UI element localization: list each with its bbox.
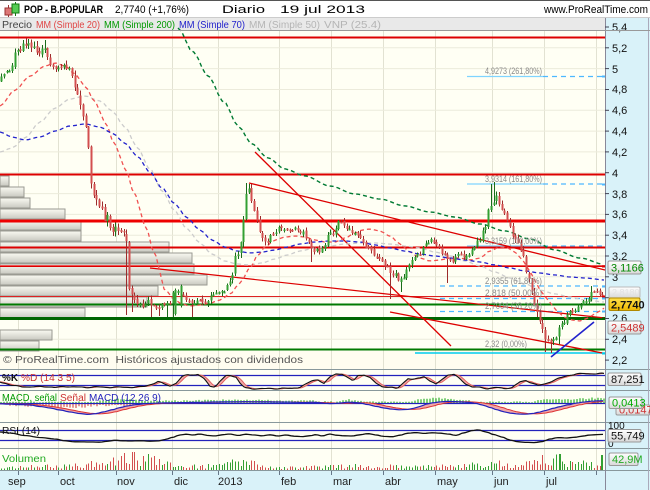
- svg-text:POP - B.POPULAR: POP - B.POPULAR: [24, 4, 103, 16]
- svg-text:19 jul 2013: 19 jul 2013: [280, 4, 365, 16]
- svg-text:3,2: 3,2: [612, 251, 627, 263]
- svg-text:sep: sep: [8, 476, 26, 488]
- svg-text:© ProRealTime.com Históricos: © ProRealTime.com Históricos ajustados c…: [3, 354, 303, 366]
- svg-text:abr: abr: [385, 476, 401, 488]
- svg-text:MM (Simple 20): MM (Simple 20): [36, 20, 100, 31]
- svg-text:Diario: Diario: [222, 4, 265, 16]
- svg-text:mar: mar: [333, 476, 352, 488]
- svg-text:MACD, señal: MACD, señal: [2, 393, 57, 404]
- svg-text:42,9M: 42,9M: [612, 454, 643, 466]
- svg-text:Volumen: Volumen: [2, 454, 46, 465]
- svg-text:4: 4: [612, 168, 618, 180]
- svg-text:2,7740 (+1,76%): 2,7740 (+1,76%): [115, 4, 189, 16]
- svg-text:VNP (25.4): VNP (25.4): [324, 20, 381, 31]
- svg-text:3: 3: [612, 272, 618, 284]
- svg-text:4,4: 4,4: [612, 126, 627, 138]
- svg-text:jun: jun: [493, 476, 509, 488]
- svg-text:2,32 (0,00%): 2,32 (0,00%): [485, 339, 527, 349]
- svg-text:5,4: 5,4: [612, 22, 627, 34]
- svg-text:5,2: 5,2: [612, 43, 627, 55]
- svg-text:2,7740: 2,7740: [611, 300, 645, 312]
- svg-text:Precio: Precio: [2, 20, 32, 31]
- svg-text:2,8180: 2,8180: [612, 288, 640, 298]
- svg-text:2,5489: 2,5489: [611, 323, 645, 335]
- svg-text:2,9355 (61,80%): 2,9355 (61,80%): [485, 276, 542, 286]
- svg-text:Señal: Señal: [60, 393, 86, 404]
- svg-text:2,2: 2,2: [612, 355, 627, 367]
- svg-text:5: 5: [612, 64, 618, 76]
- svg-text:3,1166: 3,1166: [611, 263, 644, 275]
- svg-text:87,251: 87,251: [611, 374, 645, 386]
- svg-text:4,9273 (261,80%): 4,9273 (261,80%): [485, 66, 542, 76]
- svg-text:3,8: 3,8: [612, 189, 627, 201]
- svg-text:3,3159 (100,00%): 3,3159 (100,00%): [485, 236, 542, 246]
- svg-text:0,0413: 0,0413: [612, 398, 646, 410]
- svg-text:MM (Simple 50): MM (Simple 50): [249, 20, 320, 31]
- svg-text:dic: dic: [174, 476, 189, 488]
- svg-text:2,4: 2,4: [612, 334, 627, 346]
- svg-text:2,7004 (38,20%): 2,7004 (38,20%): [485, 301, 542, 311]
- svg-text:www.ProRealTime.com: www.ProRealTime.com: [543, 4, 648, 16]
- svg-text:may: may: [437, 476, 458, 488]
- svg-text:nov: nov: [117, 476, 135, 488]
- svg-text:%D (14 3 5): %D (14 3 5): [21, 373, 75, 384]
- svg-text:2,818 (50,00%): 2,818 (50,00%): [485, 288, 542, 298]
- svg-text:3,9314 (161,80%): 3,9314 (161,80%): [485, 174, 542, 184]
- svg-text:4,6: 4,6: [612, 105, 627, 117]
- svg-text:oct: oct: [60, 476, 75, 488]
- svg-text:2013: 2013: [218, 476, 242, 488]
- svg-text:3,4: 3,4: [612, 230, 627, 242]
- svg-text:RSI (14): RSI (14): [2, 426, 40, 437]
- svg-text:jul: jul: [545, 476, 557, 488]
- svg-text:MACD (12 26 9): MACD (12 26 9): [89, 393, 161, 404]
- svg-text:0: 0: [608, 439, 614, 450]
- svg-text:3,6: 3,6: [612, 209, 627, 221]
- svg-text:MM (Simple 70): MM (Simple 70): [179, 20, 245, 31]
- svg-text:4,2: 4,2: [612, 147, 627, 159]
- svg-text:4,8: 4,8: [612, 84, 627, 96]
- svg-text:feb: feb: [281, 476, 296, 488]
- svg-text:MM (Simple 200): MM (Simple 200): [104, 20, 175, 31]
- svg-text:%K: %K: [2, 373, 19, 384]
- svg-text:100: 100: [608, 421, 625, 432]
- svg-text:55,749: 55,749: [611, 431, 645, 443]
